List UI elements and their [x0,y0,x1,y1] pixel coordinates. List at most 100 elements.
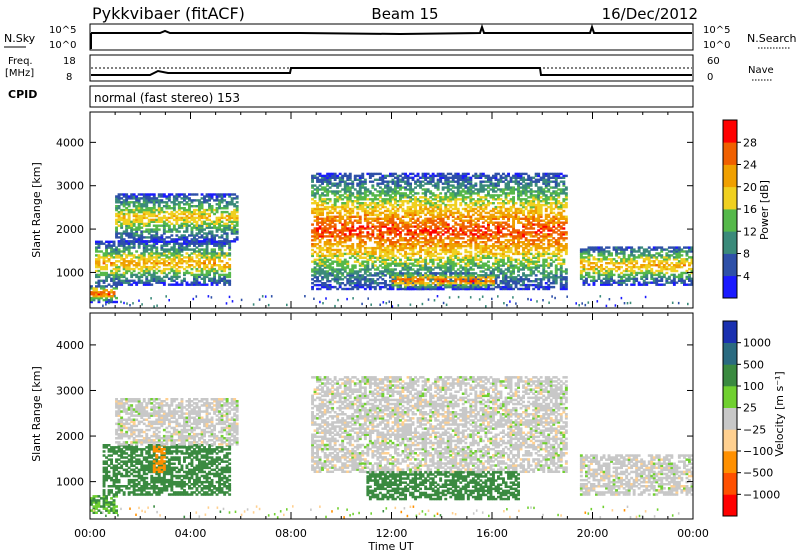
echo-cell [102,291,106,294]
echo-cell [110,277,113,280]
echo-cell [416,180,420,183]
echo-cell [155,228,159,231]
echo-cell [228,265,232,269]
echo-cell [193,283,196,286]
echo-cell [479,176,483,179]
echo-cell [384,215,387,218]
echo-cell [484,219,488,222]
echo-cell [371,186,375,189]
echo-cell [210,264,214,267]
echo-cell [102,293,106,296]
echo-cell [343,283,347,287]
echo-cell [220,248,224,251]
echo-cell [313,270,317,273]
echo-cell [215,254,219,257]
echo-cell [318,172,322,176]
echo-cell [391,178,395,181]
echo-cell [331,260,335,263]
echo-cell [497,178,500,181]
echo-cell [449,213,453,217]
echo-cell [454,180,458,183]
echo-cell [409,188,412,191]
echo-cell [414,252,417,256]
echo-cell [167,207,171,210]
echo-cell [328,198,332,201]
echo-cell [449,256,453,259]
echo-cell [426,200,430,203]
echo-cell [235,220,239,223]
echo-cell [203,267,206,271]
echo-cell [348,233,352,236]
echo-cell [122,260,126,263]
echo-cell [105,273,108,277]
echo-cell [461,244,465,248]
echo-cell [333,192,337,195]
echo-cell [328,200,332,203]
echo-cell [127,267,131,271]
echo-cell [326,184,330,187]
echo-cell [97,256,101,259]
echo-cell [519,235,523,238]
echo-cell [150,218,154,222]
echo-cell [225,214,229,218]
echo-cell [484,248,488,252]
echo-cell [218,265,221,269]
echo-cell [313,274,317,277]
echo-cell [157,252,161,255]
echo-cell [122,248,126,251]
echo-cell [499,215,503,218]
echo-cell [223,222,227,225]
echo-cell [346,264,350,267]
echo-cell [331,270,335,273]
echo-cell [431,260,435,263]
echo-cell [376,213,380,217]
echo-cell [449,239,453,242]
echo-cell [323,272,327,275]
echo-cell [313,207,317,211]
echo-cell [175,281,179,284]
echo-cell [389,200,392,203]
echo-cell [358,174,362,178]
echo-cell [459,219,463,222]
echo-cell [421,274,425,277]
echo-cell [373,272,377,275]
echo-cell [331,207,335,211]
echo-cell [394,186,397,189]
echo-cell [394,215,397,218]
echo-cell [502,248,505,252]
echo-cell [358,215,362,218]
echo-cell [102,262,106,265]
echo-cell [517,278,520,281]
echo-cell [152,208,156,212]
echo-cell [107,291,111,294]
echo-cell [507,223,510,226]
echo-cell [386,256,390,259]
echo-cell [368,192,372,195]
echo-cell [348,211,352,215]
echo-cell [343,244,347,248]
echo-cell [358,225,362,228]
echo-cell [338,243,342,246]
echo-cell [484,256,488,259]
echo-cell [514,285,518,289]
echo-cell [451,174,455,178]
echo-cell [419,244,422,248]
echo-cell [368,198,372,201]
echo-cell [348,221,352,224]
echo-cell [451,176,455,179]
echo-cell [195,279,199,282]
echo-cell [376,194,380,197]
echo-cell [188,244,191,247]
echo-cell [183,218,186,222]
echo-cell [421,172,425,176]
echo-cell [341,237,345,240]
echo-cell [524,278,528,281]
echo-cell [444,221,448,224]
echo-cell [313,227,317,230]
echo-cell [145,283,149,286]
echo-cell [127,244,131,247]
echo-cell [318,180,322,183]
echo-cell [389,280,392,283]
echo-cell [436,186,440,189]
echo-cell [434,215,438,218]
